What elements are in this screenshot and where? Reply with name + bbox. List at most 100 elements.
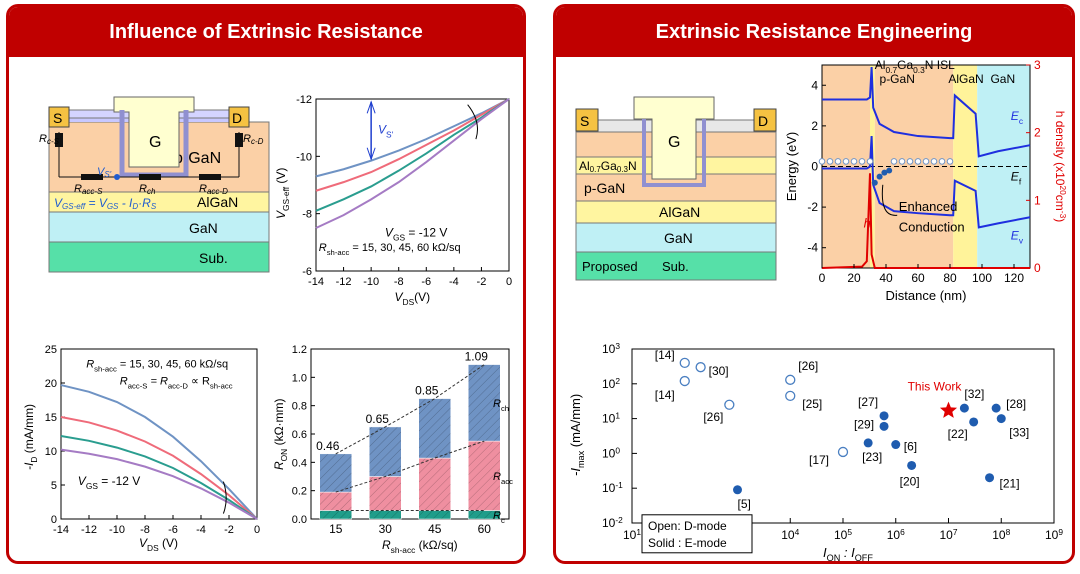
y-tick-label: -2 [807,200,818,214]
point-label: [32] [964,387,984,401]
hole-solid-marker [876,173,883,180]
y-tick-label: 5 [51,480,57,492]
y-tick-label: 0.4 [292,457,307,469]
bar-segment [418,510,451,520]
hole-open-marker [930,158,938,165]
rc-s-label: Rc-S [39,133,60,146]
x-tick-label: -14 [308,276,324,288]
x-tick-label: 105 [834,527,852,542]
y-tick-label: 0.6 [292,429,307,441]
x-tick-label: 100 [972,271,992,285]
sub-label-right: Sub. [662,259,689,274]
y-tick-label: 0 [811,160,818,174]
point-label: [14] [655,388,675,402]
pgan-label: p-GaN [174,150,221,167]
point-label: [25] [802,397,822,411]
point-label: [28] [1006,397,1026,411]
right-panel-title: Extrinsic Resistance Engineering [556,7,1072,57]
racc-annotation: Racc-S = Racc-D ∝ Rsh-acc [120,375,233,390]
this-work-label: This Work [908,380,963,394]
y-tick-label: 0 [51,514,57,526]
y-axis-label: VGS-eff (V) [274,168,291,219]
hole-solid-marker [886,167,893,174]
y-tick-label: 1.0 [292,372,307,384]
legend-open: Open: D-mode [648,519,727,533]
series-line-3 [60,448,258,520]
proposed-label: Proposed [582,259,638,274]
left-panel-title: Influence of Extrinsic Resistance [9,7,523,57]
open-point [785,374,796,385]
enhanced-arrow [881,184,898,216]
y2-axis-label: h density (x1020cm-3) [1053,111,1068,223]
region-label-algan: AlGaN [948,72,983,86]
x-tick-label: -10 [109,524,125,536]
y-tick-label: 20 [45,378,57,390]
x-tick-label: 60 [478,522,492,536]
id-vds-chart: -14 -12 -10 -8 -6 -4 -2 0 0 5 10 15 20 25 VDS (V) -ID (… [22,344,260,553]
racc-d-label: Racc-D [199,183,228,196]
x-tick-label: 106 [887,527,905,542]
series-line-2 [315,98,510,212]
series-line-2 [60,435,258,520]
x-tick-label: 104 [781,527,799,542]
point-label: [23] [862,450,882,464]
left-panel: Influence of Extrinsic Resistance Sub. G… [6,4,526,564]
rsh-annotation: Rsh-acc = 15, 30, 45, 60 kΩ/sq [86,358,228,373]
series-label: Rc [493,510,505,525]
y-tick-label: 102 [602,376,620,391]
x-tick-label: -6 [421,276,431,288]
y2-tick-label: 1 [1034,193,1041,207]
x-tick-label: -8 [394,276,404,288]
point-label: [5] [738,497,751,511]
rsh-annotation: Rsh-acc = 15, 30, 45, 60 kΩ/sq [319,242,461,257]
open-point [785,390,796,402]
solid-point [959,403,969,413]
x-tick-label: 40 [879,271,893,285]
solid-point [733,485,742,495]
bar-segment [369,426,402,477]
bar-segment [369,510,402,520]
x-tick-label: -4 [196,524,206,536]
hole-open-marker [922,158,930,165]
y-axis-label: -Imax (mA/mm) [568,394,586,476]
x-tick-label: -10 [363,276,379,288]
point-label: [33] [1009,426,1029,440]
y-axis-label: Energy (eV) [784,132,799,201]
ev-label: Ev [1011,229,1024,246]
y-tick-label: -8 [302,209,312,221]
point-label: [6] [904,440,917,454]
x-tick-label: -2 [477,276,487,288]
gate-label-right: G [668,134,680,151]
x-axis-label: Rsh-acc (kΩ/sq) [382,538,458,555]
region-algan [953,65,978,268]
gan-label: GaN [189,220,218,236]
y-tick-label: 10-1 [602,480,623,495]
series-label: Rch [493,398,509,413]
x-tick-label: 0 [506,276,512,288]
valence-band-line [822,135,1031,229]
y-axis-label: RON (kΩ·mm) [272,398,289,470]
point-label: [26] [798,359,818,373]
sub-label: Sub. [199,250,228,266]
vgs-eff-equation: VGS-eff = VGS - ID·RS [54,196,157,211]
legend-box [641,514,753,554]
y-tick-label: -6 [302,266,312,278]
series-line-0 [315,98,510,178]
x-tick-label: 101 [623,527,641,542]
isl-label: Al0.7Ga0.3N [579,159,637,174]
racc-s-label: Racc-S [74,183,103,196]
y-tick-label: 101 [602,411,620,426]
isl-annotation: Al0.7Ga0.3N ISL [875,58,955,75]
ron-bar-chart: 0.0 0.2 0.4 0.6 0.8 1.0 1.2 15 0.46 30 0.65 45 0.85 6… [272,344,513,555]
hole-open-marker [890,158,898,165]
solid-point [985,473,995,483]
x-tick-label: 60 [911,271,925,285]
hole-density-line [821,173,1030,269]
solid-point [969,417,979,427]
y-tick-label: 4 [811,78,818,92]
series-label: Racc [493,471,513,486]
point-label: [14] [655,348,675,362]
bar-segment [468,440,501,511]
x-tick-label: -4 [449,276,459,288]
